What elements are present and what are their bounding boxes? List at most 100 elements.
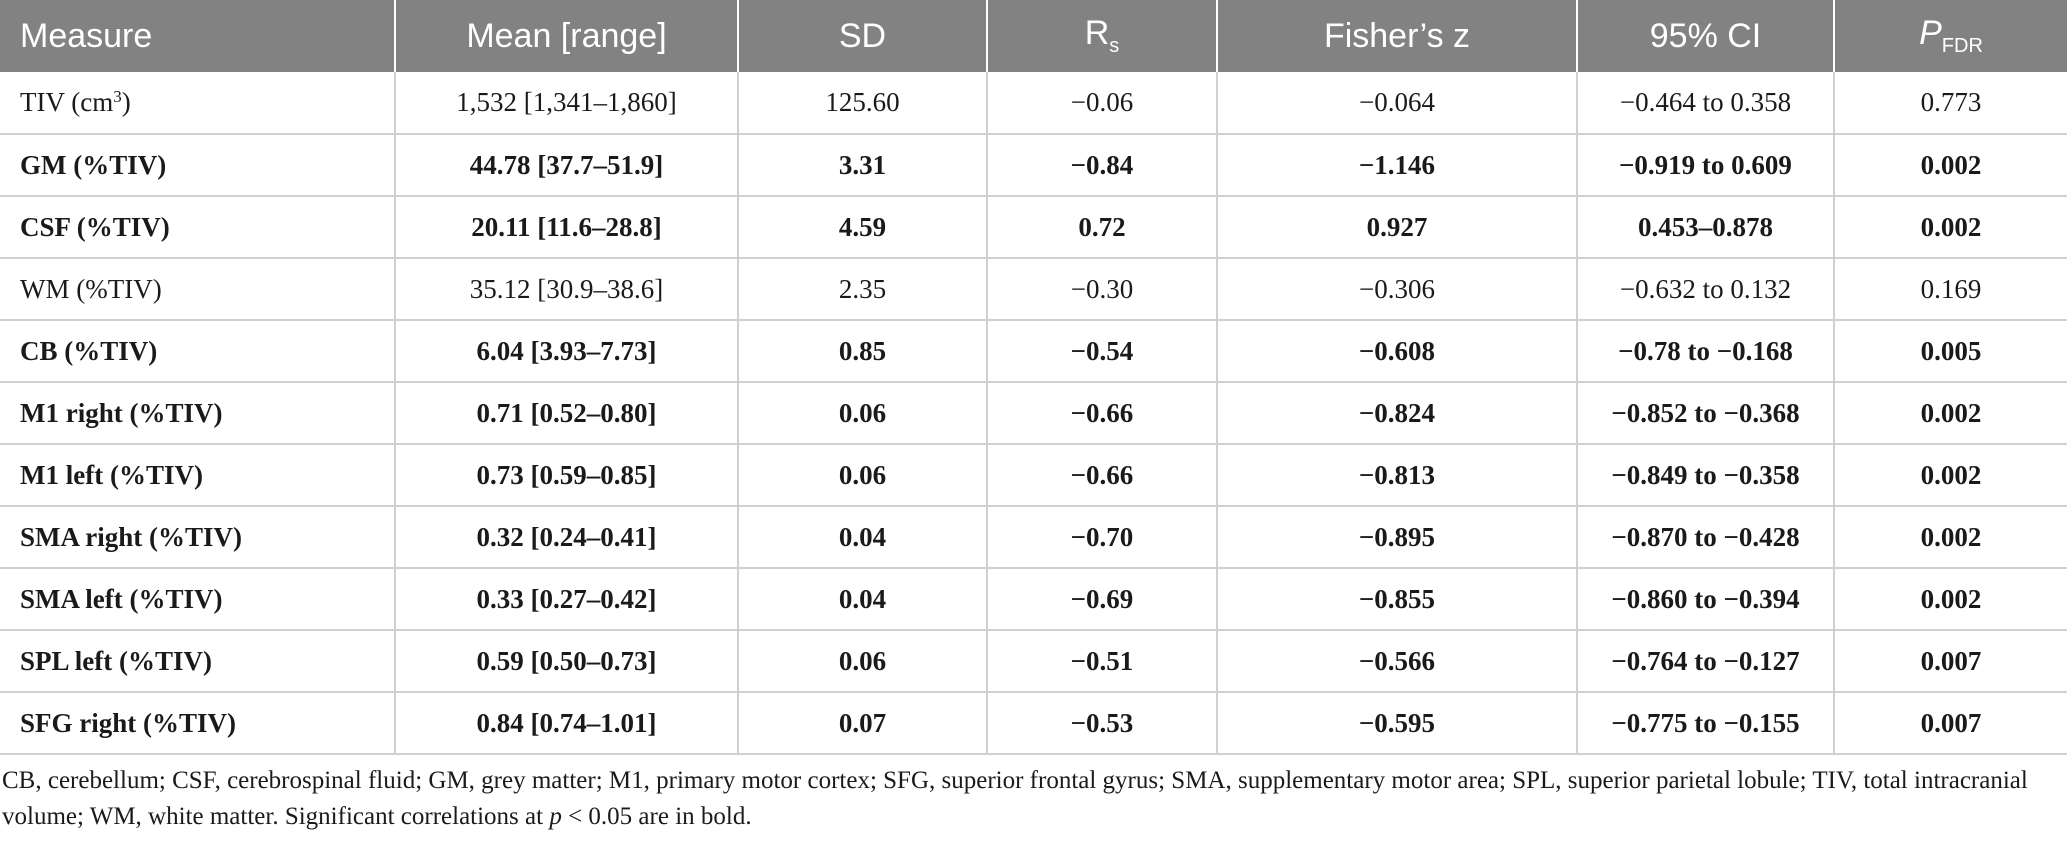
cell-measure: SPL left (%TIV) (0, 630, 396, 693)
cell-rs: −0.70 (987, 506, 1218, 569)
cell-rs: −0.54 (987, 320, 1218, 383)
cell-mean-range: 0.33 [0.27–0.42] (395, 568, 739, 631)
cell-ci: −0.870 to −0.428 (1577, 506, 1835, 569)
cell-ci: −0.78 to −0.168 (1577, 320, 1835, 383)
cell-mean-range: 0.84 [0.74–1.01] (395, 692, 739, 755)
header-mean-range: Mean [range] (395, 0, 739, 72)
header-sd: SD (738, 0, 988, 72)
table-row: M1 left (%TIV) 0.73 [0.59–0.85] 0.06 −0.… (0, 444, 2067, 507)
header-fisher-z: Fisher’s z (1217, 0, 1578, 72)
cell-fisher-z: −0.608 (1217, 320, 1578, 383)
cell-fisher-z: −0.813 (1217, 444, 1578, 507)
cell-pfdr: 0.002 (1834, 134, 2067, 197)
cell-fisher-z: −0.306 (1217, 258, 1578, 321)
cell-measure-text: TIV (cm (20, 87, 114, 117)
cell-mean-range: 44.78 [37.7–51.9] (395, 134, 739, 197)
cell-fisher-z: −0.855 (1217, 568, 1578, 631)
cell-mean-range: 1,532 [1,341–1,860] (395, 72, 739, 135)
cell-sd: 0.85 (738, 320, 988, 383)
cell-sd: 0.06 (738, 630, 988, 693)
cell-measure: WM (%TIV) (0, 258, 396, 321)
cell-pfdr: 0.007 (1834, 692, 2067, 755)
cell-measure: CB (%TIV) (0, 320, 396, 383)
table-body: TIV (cm3) 1,532 [1,341–1,860] 125.60 −0.… (0, 72, 2067, 755)
cell-fisher-z: −0.895 (1217, 506, 1578, 569)
table-row: CB (%TIV) 6.04 [3.93–7.73] 0.85 −0.54 −0… (0, 320, 2067, 383)
cell-pfdr: 0.002 (1834, 568, 2067, 631)
table-row: WM (%TIV) 35.12 [30.9–38.6] 2.35 −0.30 −… (0, 258, 2067, 321)
cell-fisher-z: −0.824 (1217, 382, 1578, 445)
cell-rs: −0.66 (987, 382, 1218, 445)
cell-sd: 0.04 (738, 506, 988, 569)
cell-measure: TIV (cm3) (0, 72, 396, 135)
cell-ci: −0.852 to −0.368 (1577, 382, 1835, 445)
cell-fisher-z: −1.146 (1217, 134, 1578, 197)
cell-mean-range: 20.11 [11.6–28.8] (395, 196, 739, 259)
cell-pfdr: 0.773 (1834, 72, 2067, 135)
cell-sd: 4.59 (738, 196, 988, 259)
cell-rs: −0.66 (987, 444, 1218, 507)
cell-fisher-z: −0.064 (1217, 72, 1578, 135)
footnote-italic-p: p (549, 803, 562, 830)
header-rs-sub: s (1109, 34, 1120, 57)
table-footnote: CB, cerebellum; CSF, cerebrospinal fluid… (0, 755, 2064, 835)
cell-rs: −0.06 (987, 72, 1218, 135)
table-row: SFG right (%TIV) 0.84 [0.74–1.01] 0.07 −… (0, 692, 2067, 755)
cell-ci: −0.632 to 0.132 (1577, 258, 1835, 321)
cell-ci: 0.453–0.878 (1577, 196, 1835, 259)
header-pfdr: PFDR (1834, 0, 2067, 72)
cell-ci: −0.860 to −0.394 (1577, 568, 1835, 631)
cell-measure: SMA right (%TIV) (0, 506, 396, 569)
cell-sd: 3.31 (738, 134, 988, 197)
table-row: SMA left (%TIV) 0.33 [0.27–0.42] 0.04 −0… (0, 568, 2067, 631)
header-measure: Measure (0, 0, 396, 72)
footnote-text-1: CB, cerebellum; CSF, cerebrospinal fluid… (2, 767, 2028, 830)
cell-mean-range: 0.59 [0.50–0.73] (395, 630, 739, 693)
cell-measure-sup: 3 (113, 87, 122, 106)
cell-rs: −0.84 (987, 134, 1218, 197)
cell-rs: −0.69 (987, 568, 1218, 631)
cell-mean-range: 6.04 [3.93–7.73] (395, 320, 739, 383)
cell-ci: −0.849 to −0.358 (1577, 444, 1835, 507)
results-table: Measure Mean [range] SD Rs Fisher’s z 95… (0, 0, 2067, 755)
header-row: Measure Mean [range] SD Rs Fisher’s z 95… (0, 0, 2067, 72)
table-row: M1 right (%TIV) 0.71 [0.52–0.80] 0.06 −0… (0, 382, 2067, 445)
cell-pfdr: 0.002 (1834, 506, 2067, 569)
footnote-text-2: < 0.05 are in bold. (561, 803, 752, 830)
cell-measure: M1 right (%TIV) (0, 382, 396, 445)
cell-rs: −0.30 (987, 258, 1218, 321)
cell-rs: −0.51 (987, 630, 1218, 693)
cell-pfdr: 0.002 (1834, 196, 2067, 259)
header-ci: 95% CI (1577, 0, 1835, 72)
cell-sd: 125.60 (738, 72, 988, 135)
cell-sd: 0.06 (738, 444, 988, 507)
cell-rs: 0.72 (987, 196, 1218, 259)
cell-measure: SMA left (%TIV) (0, 568, 396, 631)
table-row: CSF (%TIV) 20.11 [11.6–28.8] 4.59 0.72 0… (0, 196, 2067, 259)
table-row: SMA right (%TIV) 0.32 [0.24–0.41] 0.04 −… (0, 506, 2067, 569)
header-rs-main: R (1084, 14, 1110, 53)
header-pfdr-sub: FDR (1941, 34, 1983, 57)
cell-mean-range: 35.12 [30.9–38.6] (395, 258, 739, 321)
table-row: TIV (cm3) 1,532 [1,341–1,860] 125.60 −0.… (0, 72, 2067, 135)
cell-sd: 0.04 (738, 568, 988, 631)
cell-ci: −0.919 to 0.609 (1577, 134, 1835, 197)
cell-fisher-z: 0.927 (1217, 196, 1578, 259)
cell-measure: M1 left (%TIV) (0, 444, 396, 507)
cell-measure-suffix: ) (121, 87, 131, 117)
header-rs: Rs (987, 0, 1218, 72)
cell-pfdr: 0.169 (1834, 258, 2067, 321)
cell-sd: 2.35 (738, 258, 988, 321)
cell-ci: −0.764 to −0.127 (1577, 630, 1835, 693)
header-pfdr-main: P (1919, 14, 1942, 53)
cell-mean-range: 0.32 [0.24–0.41] (395, 506, 739, 569)
cell-measure: GM (%TIV) (0, 134, 396, 197)
cell-sd: 0.06 (738, 382, 988, 445)
cell-measure: SFG right (%TIV) (0, 692, 396, 755)
cell-sd: 0.07 (738, 692, 988, 755)
cell-pfdr: 0.002 (1834, 444, 2067, 507)
cell-ci: −0.464 to 0.358 (1577, 72, 1835, 135)
cell-pfdr: 0.002 (1834, 382, 2067, 445)
table-row: GM (%TIV) 44.78 [37.7–51.9] 3.31 −0.84 −… (0, 134, 2067, 197)
